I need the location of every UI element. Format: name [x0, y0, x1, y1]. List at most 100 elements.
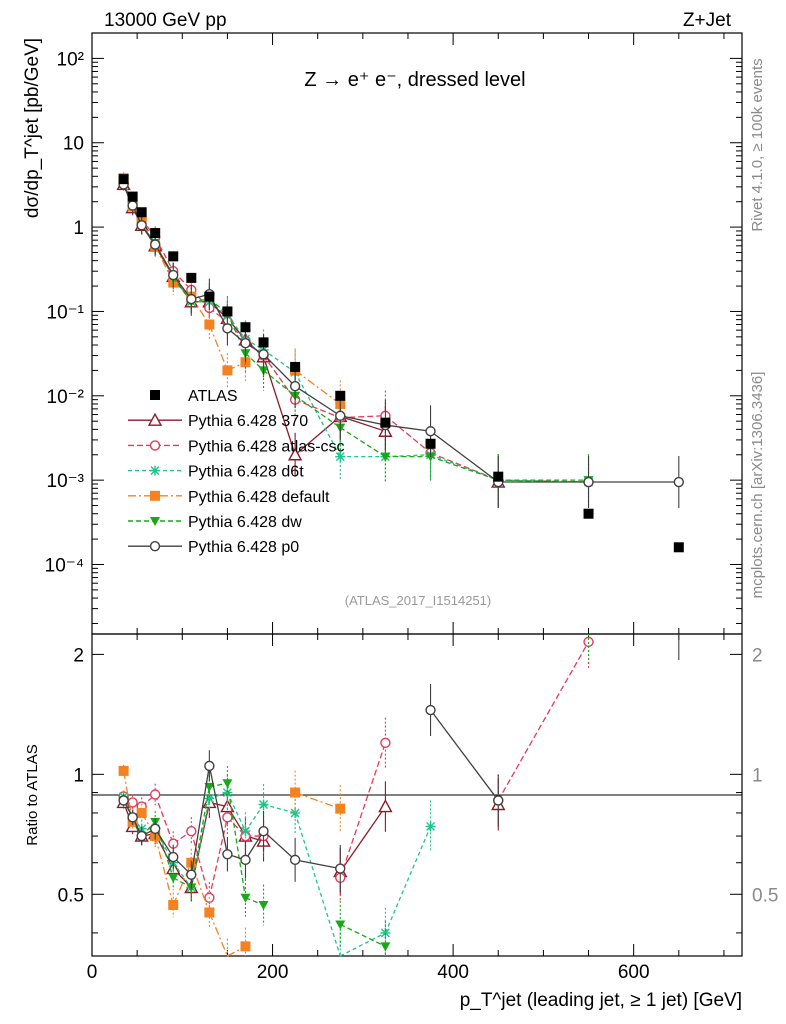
- main-segment: [294, 385, 341, 417]
- main-segment: [430, 452, 499, 481]
- y-tick-label: 10⁻⁴: [45, 556, 84, 577]
- ratio-series: [118, 775, 436, 957]
- ratio-segment: [190, 831, 210, 898]
- ratio-segment: [294, 791, 341, 810]
- main-marker: [258, 349, 269, 360]
- main-marker: [673, 476, 685, 488]
- main-series: [118, 177, 594, 509]
- main-segment: [430, 456, 499, 481]
- ratio-marker: [258, 900, 269, 910]
- ratio-marker: [186, 869, 197, 880]
- ratio-axis-label: Ratio to ATLAS: [24, 744, 41, 845]
- main-segment: [172, 274, 192, 303]
- legend-label: ATLAS: [188, 388, 238, 405]
- ratio-marker: [127, 812, 138, 823]
- main-marker: [380, 452, 391, 462]
- atlas-marker: [222, 306, 233, 317]
- ratio-marker: [118, 795, 129, 806]
- ratio-segment: [263, 830, 296, 861]
- main-segment: [340, 415, 386, 426]
- legend-marker: [150, 517, 160, 526]
- ratio-marker: [240, 826, 251, 837]
- legend-marker: [150, 465, 160, 476]
- mcplots-label: mcplots.cern.ch [arXiv:1306.3436]: [749, 372, 766, 599]
- ratio-marker: [204, 782, 215, 792]
- main-segment: [384, 415, 431, 454]
- ratio-marker: [136, 830, 147, 842]
- main-marker: [335, 451, 346, 462]
- atlas-marker: [186, 272, 197, 283]
- legend-marker: [149, 440, 161, 451]
- ratio-segment: [172, 862, 192, 888]
- atlas-marker: [673, 542, 684, 553]
- y-tick-label: 10⁻²: [47, 387, 85, 408]
- atlas-marker: [290, 361, 301, 372]
- main-marker: [240, 338, 251, 349]
- y-axis-label: dσ/dp_T^jet [pb/GeV]: [22, 38, 43, 218]
- main-segment: [498, 479, 589, 483]
- main-marker: [287, 447, 303, 461]
- ratio-marker: [380, 942, 391, 952]
- main-series: [118, 178, 685, 509]
- main-segment: [262, 356, 296, 455]
- ratio-marker: [335, 803, 346, 814]
- main-marker: [136, 220, 147, 231]
- main-marker: [240, 357, 251, 368]
- x-axis-label: p_T^jet (leading jet, ≥ 1 jet) [GeV]: [460, 990, 742, 1011]
- main-series-group: [116, 172, 685, 553]
- legend-marker: [150, 390, 160, 400]
- plot-title: Z → e⁺ e⁻, dressed level: [304, 69, 525, 91]
- y-tick-label: 10⁻³: [47, 471, 85, 492]
- ratio-marker: [136, 807, 147, 818]
- ratio-segment: [339, 806, 386, 872]
- ratio-marker: [378, 799, 393, 813]
- ratio-series-group: [116, 634, 680, 957]
- main-segment: [294, 369, 341, 405]
- ratio-marker: [290, 787, 301, 798]
- ratio-marker: [149, 789, 161, 800]
- ratio-segment: [208, 765, 229, 855]
- atlas-marker: [258, 337, 269, 348]
- ratio-marker: [335, 920, 346, 930]
- x-tick-label: 400: [437, 962, 469, 983]
- ratio-segment: [208, 817, 229, 898]
- ratio-marker: [222, 779, 233, 789]
- atlas-marker: [118, 174, 129, 185]
- ratio-tick-label: 0.5: [58, 885, 84, 906]
- legend-label: Pythia 6.428 dw: [188, 514, 302, 531]
- ratio-tick-label-right: 1: [752, 765, 763, 786]
- ratio-marker: [240, 941, 251, 952]
- main-marker: [149, 239, 161, 250]
- ratio-series: [118, 634, 680, 893]
- atlas-marker: [136, 207, 147, 218]
- ratio-marker: [186, 825, 197, 837]
- legend-label: Pythia 6.428 370: [188, 413, 308, 430]
- analysis-watermark: (ATLAS_2017_I1514251): [345, 593, 491, 608]
- main-segment: [154, 244, 174, 276]
- ratio-segment: [384, 826, 432, 934]
- main-segment: [430, 454, 499, 481]
- ratio-marker: [240, 854, 251, 866]
- x-tick-label: 600: [618, 962, 650, 983]
- ratio-marker: [222, 849, 233, 860]
- ratio-tick-label-right: 2: [752, 645, 763, 666]
- axis-ticks: 0 200 400 600 10⁻⁴ 10⁻³ 10⁻² 10⁻¹ 1 10 10² 0.5 0.5 1 1…: [45, 32, 778, 983]
- ratio-marker: [240, 893, 251, 903]
- ratio-segment: [430, 709, 499, 801]
- main-segment: [430, 430, 499, 483]
- main-segment: [294, 399, 341, 419]
- ratio-marker: [118, 765, 129, 776]
- ratio-marker: [289, 854, 301, 866]
- main-segment: [154, 236, 174, 272]
- ratio-segment: [209, 791, 228, 800]
- main-marker: [335, 410, 346, 421]
- ratio-segment: [244, 804, 265, 832]
- atlas-marker: [150, 228, 161, 239]
- atlas-marker: [168, 251, 179, 262]
- ratio-segment: [190, 765, 211, 875]
- ratio-marker: [258, 825, 269, 837]
- legend: ATLAS Pythia 6.428 370 Pythia 6.428 atlas-…: [128, 388, 345, 556]
- ratio-marker: [493, 795, 504, 806]
- legend-marker: [147, 412, 163, 426]
